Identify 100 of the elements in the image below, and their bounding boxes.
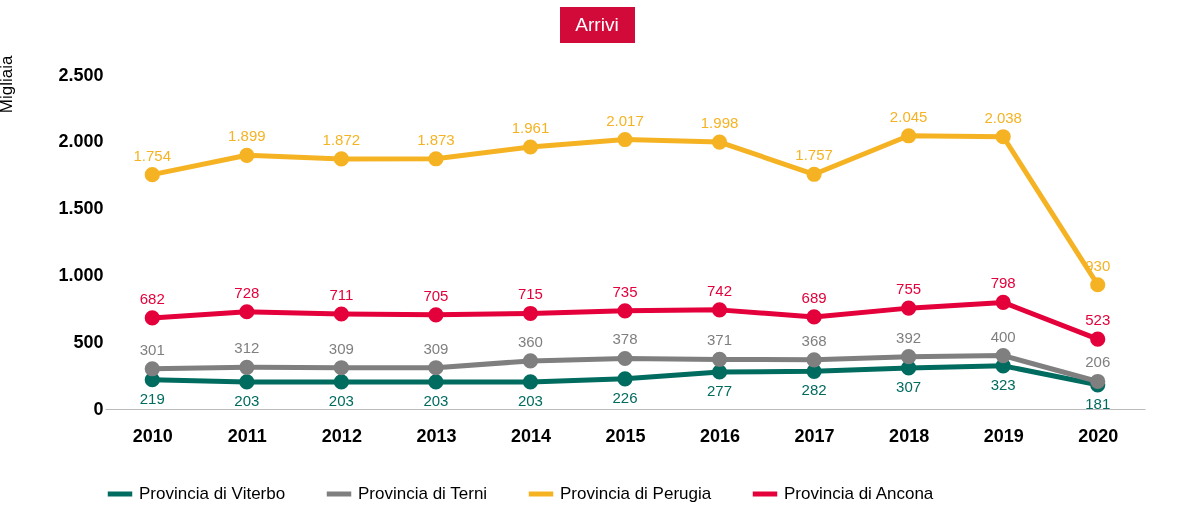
data-label: 1.872	[322, 130, 361, 148]
point	[144, 310, 160, 326]
data-label: 309	[423, 339, 449, 357]
data-label: 203	[423, 391, 449, 409]
point	[1090, 373, 1106, 390]
data-label: 2.017	[606, 111, 644, 129]
x-tick-label: 2017	[794, 425, 835, 446]
y-tick-label: 500	[73, 331, 104, 352]
legend-label: Provincia di Terni	[358, 484, 488, 503]
data-label: 705	[423, 286, 449, 304]
point	[995, 129, 1011, 145]
data-label: 735	[612, 282, 638, 300]
point	[428, 374, 444, 390]
point	[333, 151, 349, 167]
data-label: 711	[329, 286, 354, 304]
point	[333, 360, 349, 376]
data-label: 523	[1085, 311, 1111, 329]
data-label: 368	[801, 331, 827, 349]
data-label: 1.961	[511, 119, 550, 137]
data-label: 755	[896, 280, 922, 298]
point	[239, 374, 255, 390]
point	[806, 166, 822, 182]
point	[428, 307, 444, 323]
point	[711, 364, 728, 380]
point	[522, 305, 539, 322]
point	[428, 151, 444, 167]
data-label: 219	[139, 389, 165, 407]
point	[522, 374, 539, 390]
data-label: 203	[328, 391, 354, 409]
x-tick-label: 2011	[227, 425, 267, 446]
data-label: 392	[896, 328, 922, 346]
data-label: 682	[139, 289, 165, 307]
data-label: 1.998	[700, 114, 739, 132]
data-label: 1.754	[133, 146, 172, 164]
y-tick-label: 1.000	[58, 264, 104, 285]
data-label: 307	[896, 377, 922, 395]
data-label: 181	[1085, 394, 1111, 412]
point	[522, 353, 539, 369]
chart-title: Arrivi	[575, 14, 619, 35]
point	[239, 147, 255, 163]
point	[239, 359, 255, 375]
data-label: 312	[234, 339, 260, 357]
data-label: 798	[990, 274, 1016, 292]
point	[617, 131, 633, 148]
x-tick-label: 2020	[1078, 425, 1119, 446]
data-label: 1.899	[228, 127, 266, 145]
legend-label: Provincia di Ancona	[784, 484, 934, 503]
point	[428, 360, 444, 376]
point	[901, 349, 917, 365]
point	[806, 352, 822, 368]
point	[1090, 277, 1106, 293]
data-label: 309	[328, 339, 354, 357]
point	[1090, 331, 1106, 347]
point	[144, 167, 160, 183]
data-label: 301	[139, 340, 165, 358]
point	[806, 309, 822, 325]
point	[995, 294, 1011, 310]
x-tick-label: 2012	[321, 425, 362, 446]
x-tick-label: 2018	[889, 425, 930, 446]
data-label: 728	[234, 283, 260, 301]
point	[901, 128, 917, 144]
data-label: 378	[612, 330, 638, 348]
y-tick-label: 2.500	[58, 64, 104, 85]
data-label: 742	[707, 281, 733, 299]
data-label: 689	[801, 288, 827, 306]
point	[333, 374, 349, 390]
data-label: 371	[707, 331, 733, 349]
y-tick-label: 1.500	[58, 198, 104, 219]
x-tick-label: 2013	[416, 425, 457, 446]
point	[239, 304, 255, 320]
x-tick-label: 2019	[983, 425, 1024, 446]
point	[995, 347, 1011, 364]
data-label: 360	[517, 332, 543, 350]
x-tick-label: 2014	[510, 425, 551, 446]
data-label: 323	[990, 375, 1016, 393]
point	[901, 300, 917, 316]
legend-label: Provincia di Viterbo	[139, 484, 286, 503]
y-axis-title: Migliaia	[0, 54, 16, 114]
point	[711, 302, 728, 318]
data-label: 715	[517, 285, 543, 303]
x-tick-label: 2015	[605, 425, 646, 446]
point	[522, 139, 539, 155]
data-label: 277	[707, 381, 733, 399]
data-label: 203	[234, 391, 260, 409]
point	[617, 350, 633, 367]
y-tick-label: 2.000	[58, 131, 104, 152]
point	[711, 351, 728, 367]
data-label: 2.038	[984, 108, 1022, 126]
point	[617, 371, 633, 387]
data-label: 1.757	[795, 146, 833, 164]
point	[144, 361, 160, 377]
x-tick-label: 2016	[700, 425, 741, 446]
legend-label: Provincia di Perugia	[560, 484, 712, 503]
x-tick-label: 2010	[132, 425, 173, 446]
point	[617, 303, 633, 319]
data-label: 1.873	[417, 130, 455, 148]
data-label: 282	[801, 381, 827, 399]
y-tick-label: 0	[93, 398, 104, 419]
point	[333, 306, 349, 322]
data-label: 2.045	[889, 107, 928, 125]
